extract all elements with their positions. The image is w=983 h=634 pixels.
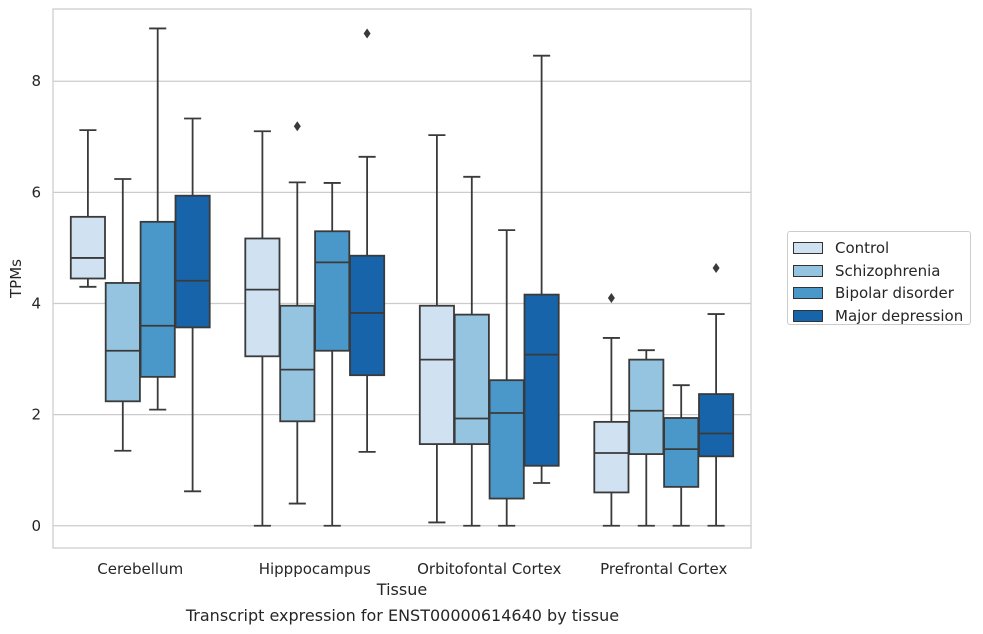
- box-major-depression: [698, 262, 735, 527]
- y-tick-label: 6: [31, 183, 41, 201]
- box-bipolar-disorder: [488, 229, 525, 527]
- iqr-box: [69, 215, 106, 280]
- legend-item-schizophrenia: Schizophrenia: [793, 260, 970, 283]
- outlier-point: [712, 262, 720, 273]
- iqr-box: [628, 358, 665, 455]
- x-tick-label: Orbitofontal Cortex: [417, 560, 561, 578]
- iqr-box: [174, 194, 211, 329]
- x-tick-label: Hipppocampus: [259, 560, 371, 578]
- iqr-box: [418, 304, 455, 445]
- legend-item-control: Control: [793, 237, 970, 260]
- iqr-box: [698, 393, 735, 458]
- iqr-box: [349, 254, 386, 377]
- outlier-point: [363, 28, 371, 39]
- legend-label-schizophrenia: Schizophrenia: [835, 261, 941, 280]
- x-tick-label: Cerebellum: [97, 560, 183, 578]
- box-major-depression: [523, 54, 560, 484]
- y-tick-label: 8: [31, 72, 41, 90]
- legend-item-major-depression: Major depression: [793, 305, 970, 328]
- box-major-depression: [349, 28, 386, 453]
- y-tick-label: 0: [31, 517, 41, 535]
- box-schizophrenia: [628, 349, 665, 527]
- box-schizophrenia: [279, 121, 316, 505]
- box-bipolar-disorder: [139, 27, 176, 411]
- box-schizophrenia: [104, 178, 141, 452]
- iqr-box: [488, 379, 525, 500]
- plot-frame: [52, 8, 752, 549]
- iqr-box: [314, 230, 351, 352]
- outlier-point: [293, 121, 301, 132]
- box-control: [244, 130, 281, 527]
- box-major-depression: [174, 117, 211, 493]
- legend-item-bipolar-disorder: Bipolar disorder: [793, 282, 970, 305]
- box-control: [593, 292, 630, 527]
- iqr-box: [523, 293, 560, 467]
- legend-swatch-control: [793, 242, 823, 255]
- legend-label-major-depression: Major depression: [835, 306, 964, 325]
- x-tick-labels: Cerebellum Hipppocampus Orbitofontal Corte…: [97, 560, 727, 578]
- legend: Control Schizophrenia Bipolar disorder M…: [787, 231, 971, 325]
- y-axis-label: TPMs: [7, 259, 25, 299]
- box-bipolar-disorder: [663, 384, 700, 527]
- iqr-box: [104, 282, 141, 403]
- iqr-box: [279, 304, 316, 423]
- outlier-point: [607, 292, 615, 303]
- y-tick-labels: 0 2 4 6 8: [31, 72, 41, 535]
- iqr-box: [244, 237, 281, 358]
- box-bipolar-disorder: [314, 182, 351, 527]
- chart-caption: Transcript expression for ENST0000061464…: [185, 606, 620, 625]
- box-control: [69, 129, 106, 288]
- x-axis-label: Tissue: [376, 580, 427, 599]
- legend-label-control: Control: [835, 239, 890, 258]
- box-schizophrenia: [453, 175, 490, 527]
- iqr-box: [663, 417, 700, 488]
- legend-swatch-schizophrenia: [793, 264, 823, 277]
- y-tick-label: 2: [31, 406, 41, 424]
- legend-swatch-bipolar-disorder: [793, 287, 823, 300]
- iqr-box: [139, 220, 176, 378]
- legend-label-bipolar-disorder: Bipolar disorder: [835, 284, 954, 303]
- iqr-box: [453, 313, 490, 445]
- x-tick-label: Prefrontal Cortex: [600, 560, 727, 578]
- y-tick-label: 4: [31, 295, 41, 313]
- legend-swatch-major-depression: [793, 309, 823, 322]
- box-control: [418, 134, 455, 524]
- iqr-box: [593, 420, 630, 494]
- box-groups: [69, 27, 735, 527]
